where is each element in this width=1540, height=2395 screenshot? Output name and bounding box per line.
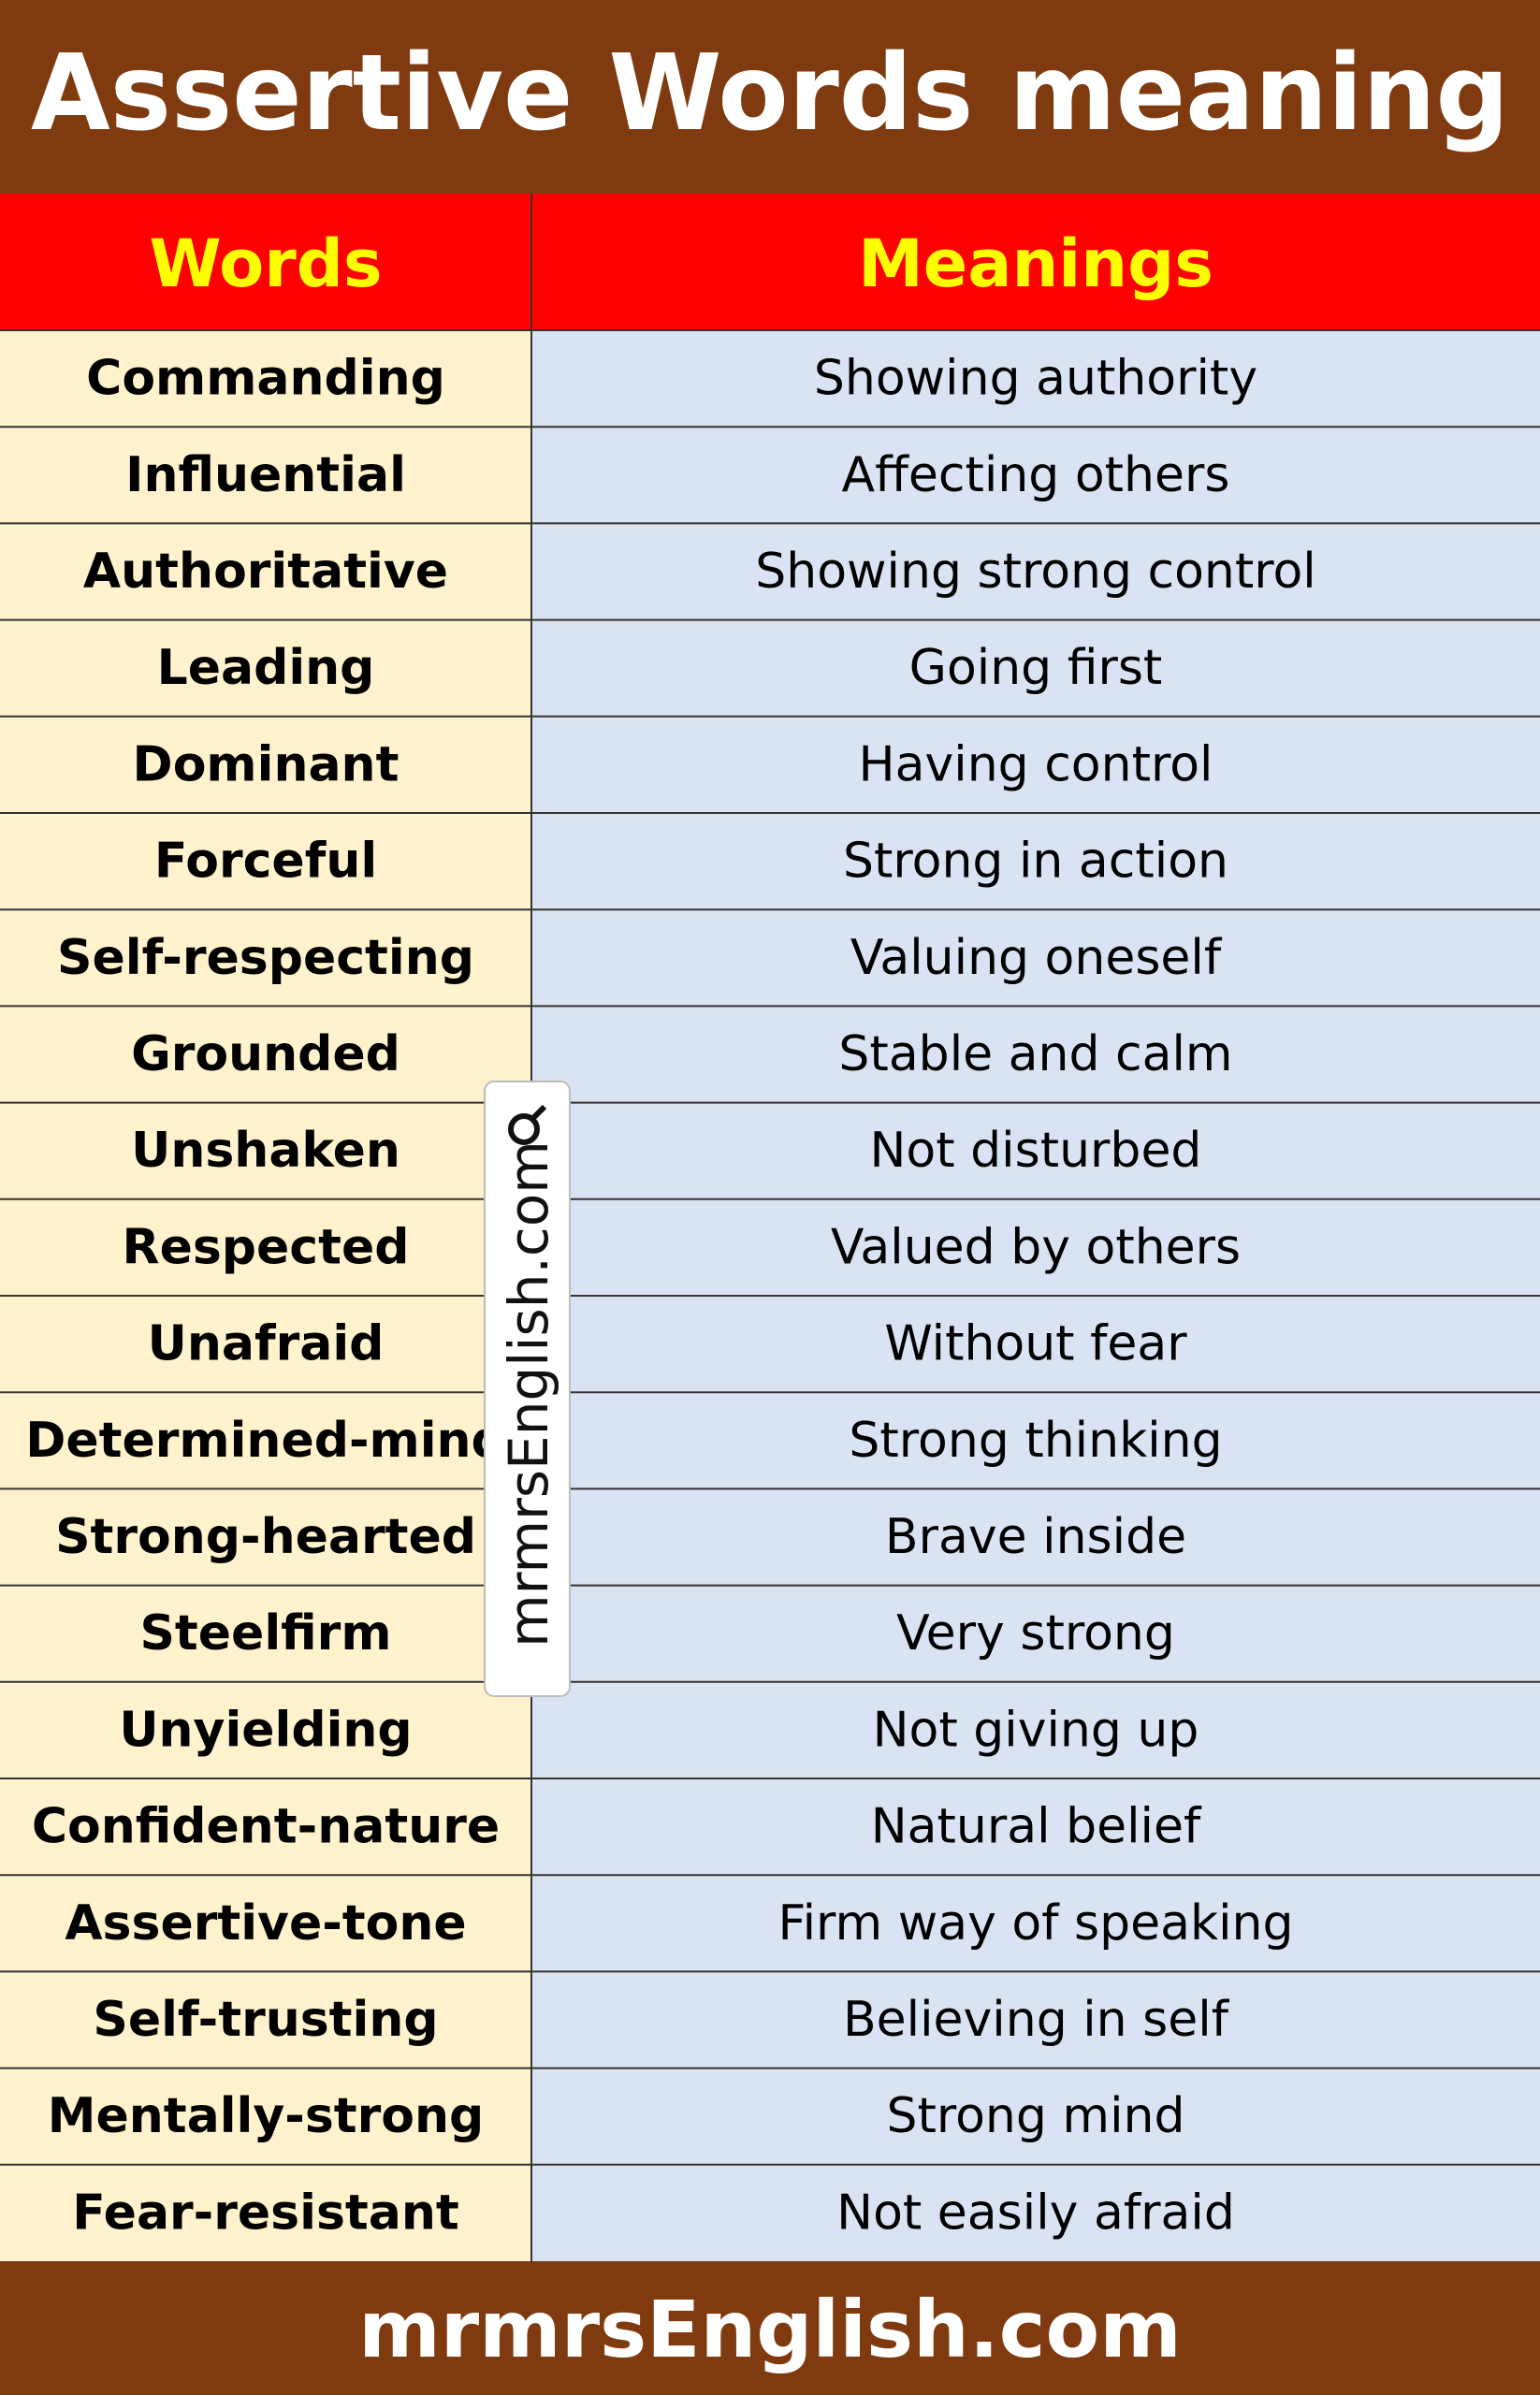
word-cell <box>0 1006 531 1103</box>
meaning-cell <box>531 1778 1540 1876</box>
meaning: Firm way of speaking <box>777 1895 1293 1952</box>
word: Unshaken <box>131 1123 400 1179</box>
word-cell <box>0 1198 531 1296</box>
word: Unyielding <box>119 1702 412 1758</box>
column-header: Meanings <box>858 225 1213 302</box>
meaning-cell <box>531 427 1540 524</box>
word-cell <box>0 1102 531 1199</box>
meaning: Very strong <box>896 1605 1175 1662</box>
watermark-badge: mrmrsEnglish.com <box>484 1081 571 1697</box>
table-body: Commanding Showing authority Influential Af… <box>0 329 1540 2261</box>
watermark-box <box>484 1081 571 1697</box>
meaning-cell <box>531 2164 1540 2261</box>
meaning: Valued by others <box>831 1219 1241 1275</box>
meaning-cell <box>531 1681 1540 1778</box>
word-cell <box>0 523 531 620</box>
meaning-cell <box>531 619 1540 717</box>
word-cell <box>0 716 531 813</box>
word: Steelfirm <box>139 1605 391 1662</box>
meaning: Strong thinking <box>849 1413 1222 1469</box>
word-cell <box>0 1585 531 1682</box>
word-cell <box>0 1681 531 1778</box>
word-cell <box>0 909 531 1007</box>
meaning: Stable and calm <box>838 1026 1232 1082</box>
word-cell <box>0 1296 531 1393</box>
meaning: Not easily afraid <box>836 2185 1235 2241</box>
meaning: Having control <box>859 736 1213 792</box>
word-cell <box>0 427 531 524</box>
word: Authoritative <box>83 544 448 600</box>
meaning: Strong in action <box>843 834 1228 890</box>
word: Grounded <box>131 1026 400 1082</box>
word-cell <box>0 1392 531 1489</box>
meaning: Showing authority <box>814 351 1257 407</box>
meaning-cell <box>531 813 1540 910</box>
meaning: Going first <box>909 640 1163 696</box>
word-cell <box>0 1971 531 2068</box>
word: Leading <box>157 640 375 696</box>
meaning-cell <box>531 1006 1540 1103</box>
meaning: Valuing oneself <box>850 930 1223 986</box>
word: Commanding <box>86 351 445 407</box>
footer-band <box>0 2261 1540 2395</box>
meaning-cell <box>531 1392 1540 1489</box>
meaning-cell <box>531 330 1540 428</box>
meaning-cell <box>531 1198 1540 1296</box>
meaning: Brave inside <box>885 1509 1186 1565</box>
meaning-cell <box>531 1971 1540 2068</box>
meaning-cell <box>531 1102 1540 1199</box>
magnifier-icon <box>508 1113 540 1145</box>
meaning-cell <box>531 716 1540 813</box>
word: Influential <box>125 447 406 503</box>
word: Strong-hearted <box>55 1509 476 1565</box>
word: Self-respecting <box>57 930 474 986</box>
meaning-cell <box>531 909 1540 1007</box>
meaning: Not disturbed <box>870 1123 1202 1179</box>
word: Assertive-tone <box>65 1895 466 1952</box>
word-cell <box>0 813 531 910</box>
meaning: Showing strong control <box>755 544 1316 600</box>
word: Mentally-strong <box>48 2088 485 2144</box>
meaning: Natural belief <box>871 1799 1202 1855</box>
meaning: Without fear <box>884 1316 1187 1372</box>
word: Confident-nature <box>32 1799 500 1855</box>
word: Determined-mind <box>25 1413 506 1469</box>
header-row <box>0 194 1540 330</box>
meaning-cell <box>531 1875 1540 1972</box>
meaning: Not giving up <box>873 1702 1199 1758</box>
meaning-cell <box>531 1488 1540 1586</box>
footer: mrmrsEnglish.com <box>358 2284 1182 2375</box>
word: Unafraid <box>148 1316 385 1372</box>
word-cell <box>0 1488 531 1586</box>
title-band <box>0 0 1540 194</box>
meaning: Affecting others <box>842 447 1230 503</box>
watermark: mrmrsEnglish.com <box>497 1140 560 1647</box>
word-cell <box>0 1778 531 1876</box>
meaning-cell <box>531 2068 1540 2165</box>
meaning-cell <box>531 1296 1540 1393</box>
column-header: Words <box>149 225 382 302</box>
title: Assertive Words meaning <box>31 33 1509 154</box>
word: Forceful <box>154 834 377 890</box>
word-cell <box>0 330 531 428</box>
word: Dominant <box>133 736 400 792</box>
meaning: Believing in self <box>843 1992 1230 2048</box>
word-cell <box>0 2164 531 2261</box>
meaning: Strong mind <box>886 2088 1184 2144</box>
word: Self-trusting <box>93 1992 438 2048</box>
word: Fear-resistant <box>72 2185 458 2241</box>
meaning-cell <box>531 1585 1540 1682</box>
magnifier-handle <box>530 1104 547 1121</box>
word-cell <box>0 619 531 717</box>
word: Respected <box>123 1219 410 1275</box>
word-cell <box>0 2068 531 2165</box>
meaning-cell <box>531 523 1540 620</box>
word-cell <box>0 1875 531 1972</box>
